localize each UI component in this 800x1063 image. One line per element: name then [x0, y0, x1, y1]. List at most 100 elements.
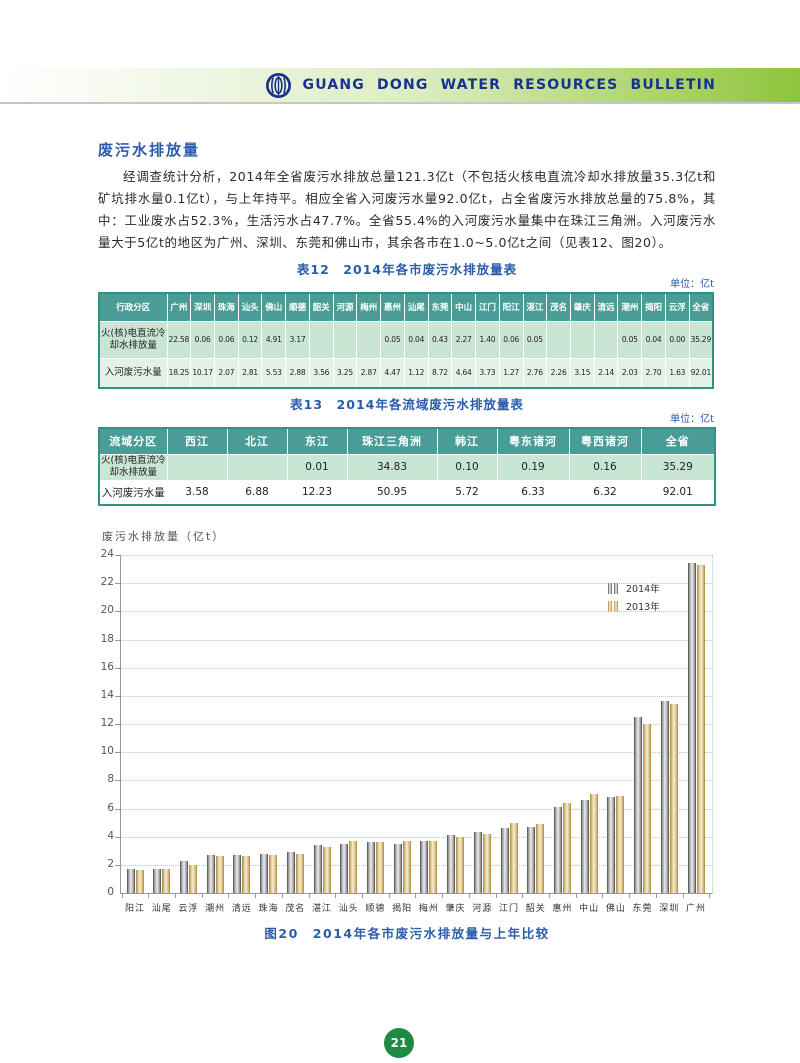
- table12-cell: 0.05: [380, 320, 405, 359]
- bar-2013-惠州: [562, 802, 571, 893]
- table13-col-header: 全省: [640, 427, 716, 455]
- table12-cell: [569, 320, 595, 359]
- chart-x-label: 梅州: [418, 904, 439, 914]
- table12-cell: 2.70: [641, 357, 666, 389]
- table12-cell: 8.72: [427, 357, 453, 389]
- table12-col-header: 茂名: [546, 292, 571, 322]
- legend-label: 2014年: [626, 584, 660, 595]
- table12-cell: 3.25: [332, 357, 358, 389]
- bar-2013-揭阳: [402, 840, 411, 893]
- chart-x-axis: [120, 893, 712, 894]
- chart-x-label: 茂名: [285, 904, 306, 914]
- table12-unit-label: 单位：亿t: [670, 279, 714, 290]
- chart-x-tick: [228, 894, 230, 898]
- page-number-badge: 21: [384, 1028, 414, 1058]
- chart-y-tick-label: 24: [100, 548, 114, 560]
- table12-col-header: 全省: [688, 292, 714, 322]
- chart-y-tick: [115, 611, 120, 613]
- table13-data-row: 火(核)电直流冷却水排放量 0.01 34.83 0.10 0.19 0.16 35.29: [98, 453, 716, 481]
- bar-2013-梅州: [429, 840, 438, 893]
- chart-y-tick-label: 22: [100, 576, 114, 589]
- table12-cell: 1.40: [475, 320, 500, 359]
- table12-col-header: 广州: [166, 292, 192, 322]
- table13-cell: 5.72: [436, 479, 498, 506]
- header-banner: GUANG DONG WATER RESOURCES BULLETIN: [0, 68, 800, 104]
- chart-plot-area: 0 2 4 6 8 10 12 14 16 18 20 22 24 阳江 汕尾 云浮 潮州 清远 珠海 茂名 湛江 汕头顺…: [101, 548, 713, 914]
- table13-cell: 6.32: [568, 479, 642, 506]
- bar-2014-梅州: [420, 840, 429, 893]
- chart-x-label: 中山: [579, 904, 600, 914]
- chart-x-tick: [388, 894, 390, 898]
- legend-label: 2013年: [626, 602, 660, 613]
- table12-col-header: 汕尾: [403, 292, 429, 322]
- bar-2013-中山: [589, 794, 598, 893]
- table12-cell: 2.88: [285, 357, 310, 389]
- chart-gridline: [120, 555, 712, 556]
- chart-x-label: 惠州: [552, 904, 573, 914]
- table13-data-row: 入河废污水量 3.58 6.88 12.23 50.95 5.72 6.33 6.32 92.0…: [98, 479, 716, 506]
- chart-x-tick: [655, 894, 657, 898]
- table12-col-header: 中山: [451, 292, 477, 322]
- table12-cell: 2.26: [546, 357, 571, 389]
- table12-cell: 3.15: [569, 357, 595, 389]
- chart-gridline: [120, 808, 712, 810]
- table12-col-header: 深圳: [190, 292, 215, 322]
- chart-x-label: 湛江: [311, 904, 332, 914]
- table13-cell: 0.16: [568, 453, 642, 481]
- chart-x-label: 广州: [685, 904, 706, 914]
- bar-2014-阳江: [126, 869, 135, 893]
- table12-cell: 0.05: [617, 320, 643, 359]
- chart-gridline: [120, 836, 712, 838]
- chart-gridline: [120, 639, 712, 641]
- table12-cell: 10.17: [190, 357, 215, 389]
- chart-y-tick: [115, 695, 120, 697]
- chart-y-tick: [115, 667, 120, 669]
- table13-unit-label: 单位：亿t: [670, 414, 714, 425]
- table12-cell: [308, 320, 334, 359]
- chart-x-label: 珠海: [258, 904, 279, 914]
- chart-y-tick-label: 2: [107, 857, 114, 870]
- table12-col-header: 汕头: [237, 292, 263, 322]
- page-number: 21: [390, 1036, 408, 1050]
- chart-y-tick: [115, 724, 120, 725]
- table12-col-header: 珠海: [213, 292, 239, 322]
- bar-2013-佛山: [616, 795, 625, 893]
- table12-cell: 22.58: [166, 320, 192, 359]
- bar-2014-东莞: [634, 716, 643, 893]
- table12-col-header: 揭阳: [641, 292, 666, 322]
- table12-cell: 0.04: [403, 320, 429, 359]
- bar-2014-韶关: [527, 826, 536, 893]
- chart-x-tick: [602, 894, 604, 898]
- table12-cell: 4.91: [261, 320, 287, 359]
- chart-gridline: [120, 667, 712, 669]
- table13-cell: 0.19: [496, 453, 570, 481]
- chart-x-tick: [522, 894, 524, 898]
- chart-y-tick: [115, 864, 120, 866]
- content-column: 废污水排放量 经调查统计分析，2014年全省废污水排放总量121.3亿t（不包括…: [98, 142, 716, 942]
- chart-x-tick: [549, 894, 551, 898]
- body-paragraph: 经调查统计分析，2014年全省废污水排放总量121.3亿t（不包括火核电直流冷却…: [98, 169, 716, 250]
- table13-cell: 6.88: [226, 479, 288, 506]
- table12-cell: 1.63: [664, 357, 690, 389]
- bar-2014-江门: [500, 828, 509, 893]
- chart-y-tick: [115, 555, 120, 556]
- table13-cell: 3.58: [166, 479, 228, 506]
- bar-2014-肇庆: [447, 835, 456, 893]
- chart-x-label: 深圳: [659, 904, 680, 914]
- chart-x-label: 潮州: [205, 904, 226, 914]
- chart-x-label: 河源: [472, 904, 493, 914]
- chart-y-tick-label: 16: [100, 660, 114, 673]
- table13-col-header: 西江: [166, 427, 228, 455]
- chart-gridline: [120, 695, 712, 697]
- table12-col-header: 韶关: [308, 292, 334, 322]
- chart-y-tick-label: 18: [100, 632, 114, 645]
- table13-basins-wastewater: 流域分区 西江 北江 东江 珠江三角洲 韩江 粤东诸河 粤西诸河 全省 火(核)电直流冷却水排放量…: [98, 427, 716, 506]
- table12-cell: 4.47: [380, 357, 405, 389]
- bar-2014-汕头: [340, 843, 349, 893]
- table13-row-label: 入河废污水量: [98, 479, 168, 506]
- chart-x-tick: [575, 894, 577, 898]
- bar-2014-广州: [687, 563, 696, 893]
- chart-x-label: 阳江: [124, 904, 145, 914]
- bar-2013-肇庆: [456, 836, 465, 893]
- bar-2013-清远: [242, 856, 251, 893]
